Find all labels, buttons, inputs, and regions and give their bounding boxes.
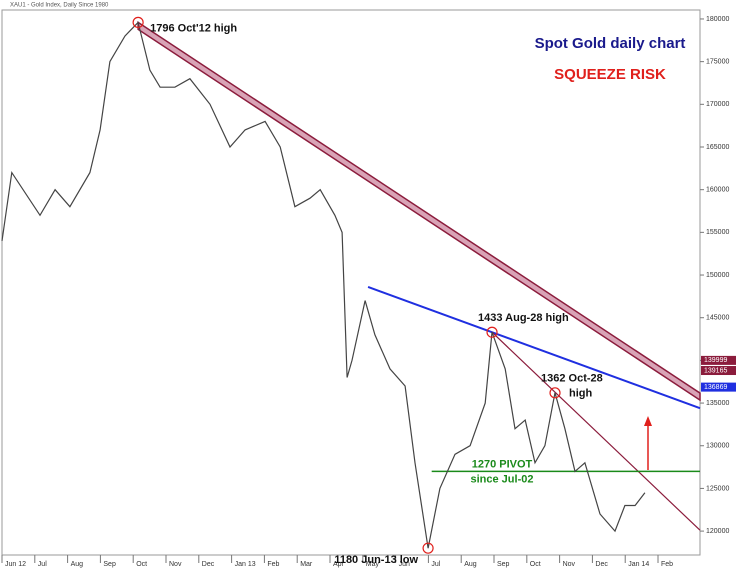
annotation-marker: [549, 387, 561, 399]
annotation-label: 1433 Aug-28 high: [478, 312, 569, 324]
price-tag-label: 139999: [704, 357, 727, 364]
x-tick-label: Jan 13: [235, 561, 256, 568]
y-tick-label: 165000: [706, 144, 729, 151]
trend-line: [491, 331, 701, 531]
x-tick-label: Apr: [333, 561, 345, 568]
annotation-label: high: [569, 388, 592, 400]
trend-line: [367, 286, 701, 410]
y-tick-label: 155000: [706, 229, 729, 236]
x-tick-label: Jun 12: [5, 561, 26, 568]
pivot-label: since Jul-02: [471, 473, 534, 485]
x-tick-label: Feb: [267, 561, 279, 568]
annotation-label: 1362 Oct-28: [541, 373, 603, 385]
plot-frame: [1, 9, 701, 556]
y-tick-label: 145000: [706, 315, 729, 322]
x-tick-label: Aug: [71, 561, 84, 568]
y-tick-label: 130000: [706, 443, 729, 450]
annotation-marker: [486, 326, 498, 338]
arrow-head: [644, 416, 652, 426]
x-tick-label: Oct: [136, 561, 147, 568]
y-tick-label: 135000: [706, 400, 729, 407]
price-tag: [701, 355, 736, 365]
x-tick-label: Nov: [169, 561, 182, 568]
x-tick-label: Oct: [530, 561, 541, 568]
x-tick-label: Mar: [300, 561, 313, 568]
arrow: [644, 416, 652, 470]
x-tick-label: Dec: [595, 561, 608, 568]
price-tag: [701, 366, 736, 376]
x-tick-label: Dec: [202, 561, 215, 568]
x-tick-label: Nov: [563, 561, 576, 568]
pivot-label: 1270 PIVOT: [472, 458, 533, 470]
chart-subtitle: SQUEEZE RISK: [554, 66, 666, 83]
x-tick-label: Feb: [661, 561, 673, 568]
x-tick-label: Jul: [431, 561, 440, 568]
y-tick-label: 125000: [706, 485, 729, 492]
x-tick-label: Jan 14: [628, 561, 649, 568]
y-tick-label: 160000: [706, 187, 729, 194]
x-tick-label: Jun: [399, 561, 410, 568]
y-tick-label: 180000: [706, 16, 729, 23]
header: XAU1 - Gold Index, Daily Since 1980: [10, 3, 109, 9]
x-tick-label: Jul: [38, 561, 47, 568]
y-tick-label: 175000: [706, 58, 729, 65]
y-tick-label: 150000: [706, 272, 729, 279]
x-tick-label: Aug: [464, 561, 477, 568]
price-line: [1, 21, 646, 549]
chart-title: Spot Gold daily chart: [535, 35, 686, 52]
annotation-marker: [422, 542, 434, 554]
annotation-label: 1180 Jun-13 low: [334, 554, 418, 566]
x-tick-label: Sep: [497, 561, 510, 568]
x-tick-label: Sep: [103, 561, 116, 568]
y-tick-label: 170000: [706, 101, 729, 108]
y-tick-label: 120000: [706, 528, 729, 535]
price-tag-label: 136869: [704, 384, 727, 391]
annotation-marker: [132, 16, 144, 28]
x-tick-label: May: [366, 561, 380, 568]
annotation-label: 1796 Oct'12 high: [150, 22, 237, 34]
price-tag: [701, 382, 736, 392]
price-tag-label: 139165: [704, 367, 727, 374]
